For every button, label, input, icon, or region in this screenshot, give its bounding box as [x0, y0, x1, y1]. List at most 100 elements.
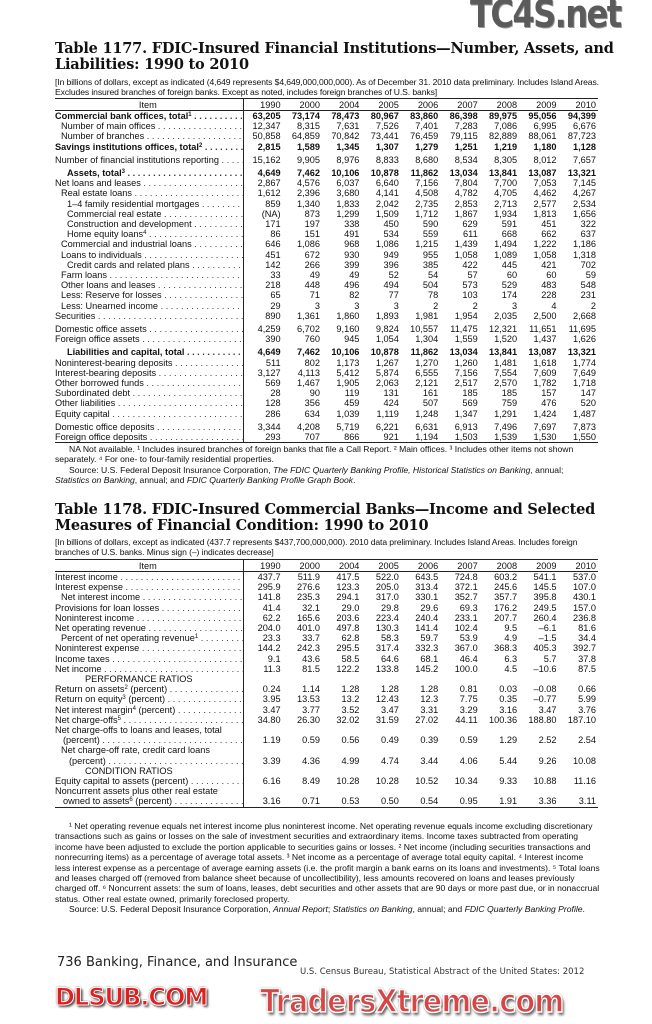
leader-dots: . . . . . . . . . . . . . . . . . . . . …	[186, 347, 242, 358]
cell-value: 7,657	[573, 154, 596, 165]
row-label-cell: Equity capital to assets (percent) . . .…	[55, 776, 244, 787]
cell-value: 28	[270, 388, 281, 399]
cell-value: 102.4	[454, 623, 478, 634]
row-label: 1–4 family residential mortgages	[67, 198, 200, 209]
cell-value: 11.3	[263, 663, 281, 674]
row-label: Securities	[55, 310, 96, 321]
table-1178-grid: Item 1990 2000 2004 2005 2006 2007 2008 2009 2010…	[55, 559, 598, 808]
cell-value: 1,424	[533, 408, 557, 419]
table-row: Number of branches . . . . . . . . . . .…	[55, 131, 598, 142]
column-header-year: 2000	[282, 559, 322, 572]
cell-value: 760	[304, 334, 320, 345]
cell-value: 13,034	[449, 347, 478, 358]
row-spacer	[55, 321, 598, 325]
table-row: Noninterest expense . . . . . . . . . . …	[55, 643, 598, 654]
cell-value: 249.5	[533, 602, 557, 613]
cell-value: 10,878	[370, 168, 399, 179]
row-label-cell: Noninterest income . . . . . . . . . . .…	[55, 612, 244, 624]
leader-dots: . . . . . . . . . . . . . . . . . . . . …	[146, 378, 242, 389]
cell-value: 1,194	[400, 432, 441, 444]
cell-value: 2,042	[375, 198, 399, 209]
row-label-cell: (percent) . . . . . . . . . . . . . . . …	[55, 755, 244, 766]
cell-value: 7,156	[454, 367, 478, 378]
cell-value: 266	[304, 259, 320, 270]
cell-value: 207.7	[494, 612, 518, 623]
cell-value: 90	[309, 388, 320, 399]
cell-value: 7,496	[494, 421, 518, 432]
cell-value: 451	[265, 249, 281, 260]
cell-value: 1,251	[454, 141, 478, 152]
cell-value: 144.2	[257, 643, 281, 654]
row-label: Domestic office assets	[55, 324, 147, 335]
table-1178-source: Source: U.S. Federal Deposit Insurance C…	[55, 904, 600, 914]
table-row-label-line: Net charge-offs to loans and leases, tot…	[55, 725, 598, 736]
table-row: Commercial bank offices, total1 . . . . …	[55, 110, 598, 122]
cell-value: 396	[383, 259, 399, 270]
column-header-year: 2004	[322, 98, 362, 111]
row-label: Commercial bank offices, total	[55, 111, 189, 121]
row-label: Farm loans	[61, 270, 107, 281]
leader-dots: . . . . . . . . . . . . . . . . . . . . …	[194, 219, 243, 230]
table-row-label-line: Noncurrent assets plus other real estate	[55, 786, 598, 797]
cell-value: 1,437	[533, 334, 557, 345]
column-header-year: 2008	[479, 98, 520, 111]
cell-value: 6,221	[375, 421, 399, 432]
row-label: Noninterest expense	[55, 643, 140, 654]
footnote-ref: 1	[188, 112, 192, 118]
leader-dots: . . . . . . . . . . . . . . . . . . . . …	[200, 633, 242, 644]
cell-value: 1,626	[573, 334, 596, 345]
cell-value: 37.8	[578, 653, 596, 664]
row-label: Interest-bearing deposits	[55, 367, 157, 378]
cell-value: 69.3	[459, 602, 478, 613]
cell-value: 2,815	[257, 141, 281, 152]
cell-value: 293	[243, 432, 283, 444]
row-label-cell: Commercial bank offices, total1 . . . . …	[55, 110, 244, 122]
cell-value: 3	[354, 300, 360, 311]
row-label: Home equity loans	[67, 229, 144, 240]
cell-value: 29.8	[380, 602, 399, 613]
row-label: Foreign office assets	[55, 334, 140, 345]
table-row: Construction and development . . . . . .…	[55, 219, 598, 230]
cell-value: 174	[501, 290, 518, 301]
row-label: Commercial real estate	[67, 208, 162, 219]
cell-value: 9,160	[336, 324, 360, 335]
cell-value: 6,555	[415, 367, 439, 378]
cell-value: 7,609	[533, 367, 557, 378]
cell-value: 866	[322, 432, 362, 444]
cell-value: 49	[309, 270, 320, 281]
table-1177: Item 1990 2000 2004 2005 2006 2007 2008 2009 2010…	[55, 98, 598, 444]
row-label-cell: Return on equity3 (percent) . . . . . . …	[55, 694, 244, 705]
cell-value: 185	[462, 388, 478, 399]
cell-value: 11,862	[410, 168, 439, 179]
cell-value: 2,063	[375, 378, 399, 389]
row-label-cell: Domestic office deposits . . . . . . . .…	[55, 421, 244, 433]
row-label: Noninterest-bearing deposits	[55, 357, 173, 368]
cell-value: 313.4	[415, 582, 439, 593]
cell-value: 368.3	[494, 643, 518, 654]
row-label: owned to assets	[63, 796, 130, 807]
cell-value: 107.0	[573, 582, 596, 593]
row-label: Income taxes	[55, 653, 110, 664]
cell-value: 573	[462, 280, 478, 291]
cell-value: 8,012	[533, 154, 557, 165]
leader-dots: . . . . . . . . . . . . . . . . . . . . …	[221, 154, 242, 165]
cell-value: 10.88	[533, 776, 557, 787]
cell-value: 1,039	[336, 408, 360, 419]
cell-value: 1,291	[494, 408, 518, 419]
cell-value: 569	[462, 398, 478, 409]
cell-value: 7,631	[336, 121, 360, 132]
leader-dots: . . . . . . . . . . . . . . . . . . . . …	[148, 229, 242, 240]
row-label-cell: Other liabilities . . . . . . . . . . . …	[55, 398, 244, 409]
row-label-cell: Provisions for loan losses . . . . . . .…	[55, 602, 244, 613]
cell-value: 1,260	[454, 357, 478, 368]
row-spacer	[55, 151, 598, 155]
source-title: The FDIC Quarterly Banking Profile, Hist…	[272, 464, 531, 475]
cell-value: 9,905	[297, 154, 320, 165]
cell-value: 2,577	[533, 198, 557, 209]
cell-value: 34.80	[257, 714, 281, 725]
cell-value: 1,539	[479, 432, 520, 444]
row-label-cell: Less: Reserve for losses . . . . . . . .…	[55, 290, 244, 301]
leader-dots: . . . . . . . . . . . . . . . . . . . . …	[167, 694, 243, 705]
cell-value: 70,842	[331, 131, 360, 142]
cell-value: 43.6	[302, 653, 320, 664]
